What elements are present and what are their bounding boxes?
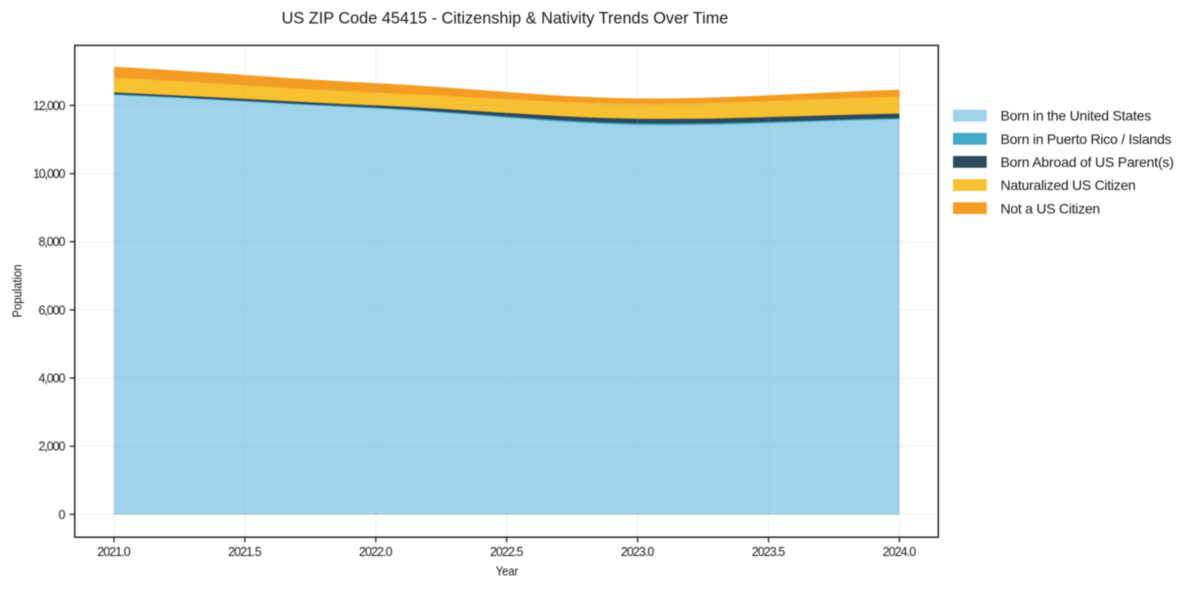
svg-text:12,000: 12,000: [33, 99, 66, 113]
svg-text:8,000: 8,000: [39, 235, 66, 249]
svg-text:2024.0: 2024.0: [883, 545, 917, 559]
svg-text:Naturalized US Citizen: Naturalized US Citizen: [1001, 177, 1136, 193]
svg-text:2022.5: 2022.5: [490, 545, 524, 559]
svg-text:4,000: 4,000: [39, 372, 66, 386]
svg-text:6,000: 6,000: [39, 303, 66, 317]
svg-text:2021.0: 2021.0: [97, 545, 131, 559]
svg-text:10,000: 10,000: [33, 167, 66, 181]
svg-text:Not a US Citizen: Not a US Citizen: [1001, 200, 1101, 216]
svg-text:Population: Population: [10, 264, 24, 317]
svg-text:Born in the United States: Born in the United States: [1001, 108, 1152, 124]
svg-text:Born Abroad of US Parent(s): Born Abroad of US Parent(s): [1001, 154, 1174, 170]
svg-text:2021.5: 2021.5: [228, 545, 262, 559]
svg-text:0: 0: [59, 508, 66, 522]
svg-text:2023.5: 2023.5: [752, 545, 786, 559]
svg-text:2022.0: 2022.0: [359, 545, 393, 559]
svg-text:Year: Year: [496, 565, 519, 579]
svg-text:US ZIP Code 45415 - Citizenshi: US ZIP Code 45415 - Citizenship & Nativi…: [282, 10, 729, 28]
svg-text:2023.0: 2023.0: [621, 545, 655, 559]
svg-text:2,000: 2,000: [39, 440, 66, 454]
svg-text:Born in Puerto Rico / Islands: Born in Puerto Rico / Islands: [1001, 131, 1172, 147]
